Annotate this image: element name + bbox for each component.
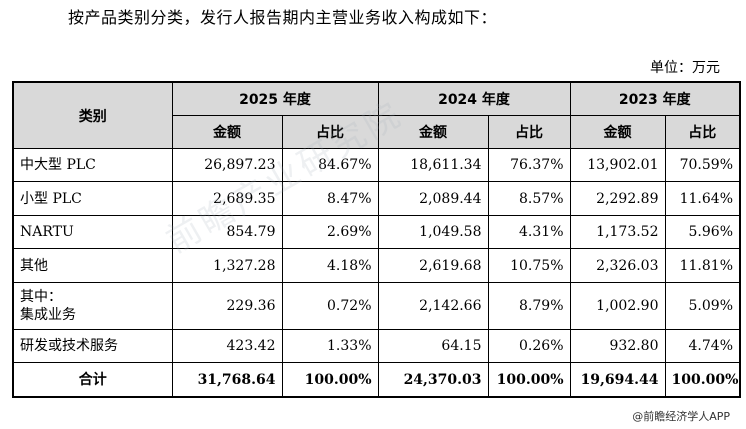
sub-header-share: 占比 (487, 115, 571, 149)
share-cell: 8.79% (487, 281, 571, 330)
amount-cell: 854.79 (171, 214, 283, 250)
share-cell: 1.33% (281, 328, 379, 364)
year-header-2025: 2025 年度 (171, 81, 379, 116)
total-share-cell: 100.00% (487, 362, 571, 398)
share-cell: 4.31% (487, 214, 571, 250)
table-row: 小型 PLC 2,689.35 8.47% 2,089.44 8.57% 2,2… (12, 181, 741, 216)
row-category: 其他 (12, 248, 173, 283)
row-category-line: 集成业务 (20, 306, 76, 323)
sub-header-amount: 金额 (171, 115, 283, 149)
total-amount-cell: 31,768.64 (171, 362, 283, 398)
amount-cell: 18,611.34 (377, 147, 489, 183)
amount-cell: 2,292.89 (569, 181, 666, 216)
table-row: 其他 1,327.28 4.18% 2,619.68 10.75% 2,326.… (12, 248, 741, 283)
row-category-line: 其中： (20, 288, 62, 305)
source-credit: @前瞻经济学人APP (632, 410, 730, 423)
total-amount-cell: 19,694.44 (569, 362, 666, 398)
share-cell: 10.75% (487, 248, 571, 283)
share-cell: 8.57% (487, 181, 571, 216)
revenue-table: 类别 2025 年度 2024 年度 2023 年度 金额 占比 金额 占比 金… (12, 81, 741, 398)
intro-text: 按产品类别分类，发行人报告期内主营业务收入构成如下： (68, 8, 498, 27)
amount-cell: 2,142.66 (377, 281, 489, 330)
share-cell: 70.59% (664, 147, 741, 183)
table-row: NARTU 854.79 2.69% 1,049.58 4.31% 1,173.… (12, 214, 741, 250)
amount-cell: 64.15 (377, 328, 489, 364)
amount-cell: 2,689.35 (171, 181, 283, 216)
amount-cell: 423.42 (171, 328, 283, 364)
share-cell: 11.81% (664, 248, 741, 283)
unit-label: 单位：万元 (650, 60, 720, 76)
row-category: 其中： 集成业务 (12, 281, 173, 330)
share-cell: 8.47% (281, 181, 379, 216)
amount-cell: 13,902.01 (569, 147, 666, 183)
table-row: 研发或技术服务 423.42 1.33% 64.15 0.26% 932.80 … (12, 328, 741, 364)
row-category: 研发或技术服务 (12, 328, 173, 364)
share-cell: 0.72% (281, 281, 379, 330)
amount-cell: 2,326.03 (569, 248, 666, 283)
amount-cell: 2,089.44 (377, 181, 489, 216)
amount-cell: 1,002.90 (569, 281, 666, 330)
share-cell: 76.37% (487, 147, 571, 183)
share-cell: 4.74% (664, 328, 741, 364)
table-row: 其中： 集成业务 229.36 0.72% 2,142.66 8.79% 1,0… (12, 281, 741, 330)
sub-header-amount: 金额 (569, 115, 666, 149)
row-category: 小型 PLC (12, 181, 173, 216)
table-row: 中大型 PLC 26,897.23 84.67% 18,611.34 76.37… (12, 147, 741, 183)
share-cell: 84.67% (281, 147, 379, 183)
year-header-2023: 2023 年度 (569, 81, 741, 116)
amount-cell: 1,173.52 (569, 214, 666, 250)
year-header-2024: 2024 年度 (377, 81, 571, 116)
total-label: 合计 (12, 362, 173, 398)
sub-header-share: 占比 (664, 115, 741, 149)
category-header: 类别 (12, 81, 173, 149)
share-cell: 4.18% (281, 248, 379, 283)
share-cell: 2.69% (281, 214, 379, 250)
row-category: NARTU (12, 214, 173, 250)
share-cell: 5.96% (664, 214, 741, 250)
sub-header-share: 占比 (281, 115, 379, 149)
share-cell: 11.64% (664, 181, 741, 216)
total-amount-cell: 24,370.03 (377, 362, 489, 398)
share-cell: 0.26% (487, 328, 571, 364)
sub-header-amount: 金额 (377, 115, 489, 149)
amount-cell: 932.80 (569, 328, 666, 364)
total-share-cell: 100.00% (664, 362, 741, 398)
total-share-cell: 100.00% (281, 362, 379, 398)
amount-cell: 2,619.68 (377, 248, 489, 283)
share-cell: 5.09% (664, 281, 741, 330)
total-row: 合计 31,768.64 100.00% 24,370.03 100.00% 1… (12, 362, 741, 398)
row-category: 中大型 PLC (12, 147, 173, 183)
amount-cell: 1,327.28 (171, 248, 283, 283)
amount-cell: 229.36 (171, 281, 283, 330)
amount-cell: 1,049.58 (377, 214, 489, 250)
amount-cell: 26,897.23 (171, 147, 283, 183)
